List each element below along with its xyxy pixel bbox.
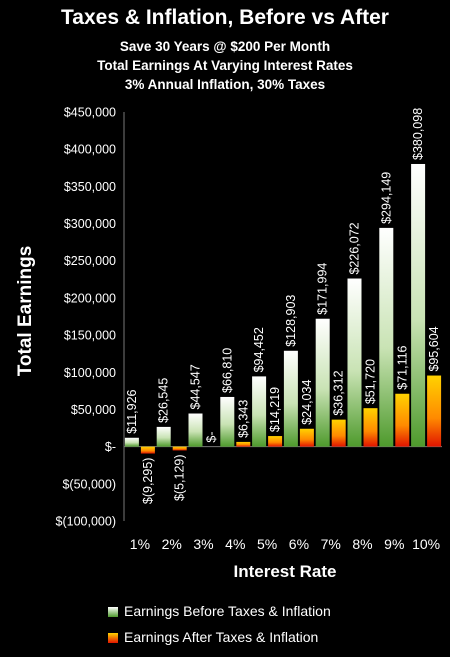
- data-label: $226,072: [348, 222, 362, 274]
- data-label: $94,452: [252, 327, 266, 372]
- data-label: $128,903: [284, 295, 298, 347]
- x-tick-label: 9%: [384, 536, 404, 552]
- y-tick-label: $100,000: [64, 366, 116, 380]
- legend-label-after: Earnings After Taxes & Inflation: [124, 629, 319, 645]
- y-tick-label: $(100,000): [56, 515, 116, 529]
- bar-after: [331, 419, 346, 447]
- bar-before: [283, 350, 298, 447]
- data-label: $11,926: [125, 389, 139, 433]
- x-tick-label: 1%: [130, 536, 150, 552]
- x-tick-label: 2%: [162, 536, 182, 552]
- bar-before: [252, 376, 267, 447]
- chart-subtitle-3: 3% Annual Inflation, 30% Taxes: [124, 77, 326, 92]
- x-tick-label: 5%: [257, 536, 277, 552]
- data-label: $66,810: [220, 348, 234, 393]
- chart-subtitle-2: Total Earnings At Varying Interest Rates: [97, 58, 353, 73]
- data-label: $(5,129): [173, 454, 187, 501]
- data-label: $294,149: [379, 172, 393, 224]
- bar-before: [315, 318, 330, 447]
- bar-before: [124, 437, 139, 447]
- y-tick-label: $300,000: [64, 217, 116, 231]
- data-label: $(9,295): [141, 458, 155, 505]
- bar-before: [379, 227, 394, 447]
- y-tick-label: $-: [105, 440, 116, 454]
- legend-item-after: Earnings After Taxes & Inflation: [108, 629, 318, 645]
- chart-bars: [124, 163, 442, 454]
- data-label: $-: [205, 432, 219, 443]
- x-axis-label: Interest Rate: [233, 562, 337, 581]
- bar-before: [220, 396, 235, 447]
- legend-swatch-after: [108, 633, 118, 643]
- data-label: $24,034: [300, 380, 314, 425]
- bar-before: [188, 413, 203, 447]
- bar-before: [156, 426, 171, 447]
- bar-after: [140, 446, 155, 454]
- y-tick-label: $350,000: [64, 180, 116, 194]
- y-tick-label: $50,000: [71, 403, 116, 417]
- bar-before: [411, 163, 426, 447]
- bar-after: [172, 446, 187, 451]
- bar-before: [347, 278, 362, 447]
- bar-after: [395, 393, 410, 447]
- bar-after: [299, 428, 314, 447]
- data-label: $14,219: [268, 387, 282, 432]
- bar-after: [236, 441, 251, 447]
- x-tick-label: 10%: [412, 536, 440, 552]
- bar-after: [363, 408, 378, 447]
- legend-item-before: Earnings Before Taxes & Inflation: [108, 603, 331, 619]
- y-tick-label: $400,000: [64, 143, 116, 157]
- data-label: $95,604: [427, 326, 441, 371]
- x-tick-label: 8%: [352, 536, 372, 552]
- x-tick-label: 6%: [289, 536, 309, 552]
- data-label: $6,343: [236, 400, 250, 438]
- data-label: $71,116: [395, 345, 409, 389]
- data-label: $36,312: [332, 370, 346, 415]
- chart-subtitle-1: Save 30 Years @ $200 Per Month: [119, 39, 331, 54]
- data-label: $171,994: [316, 263, 330, 315]
- y-tick-label: $200,000: [64, 291, 116, 305]
- x-tick-label: 4%: [225, 536, 245, 552]
- data-label: $26,545: [157, 378, 171, 423]
- y-tick-label: $(50,000): [62, 477, 116, 491]
- data-label: $380,098: [411, 108, 425, 160]
- bar-after: [427, 375, 442, 447]
- y-axis-label: Total Earnings: [15, 245, 36, 377]
- y-tick-label: $450,000: [64, 106, 116, 120]
- x-tick-label: 3%: [193, 536, 213, 552]
- legend-swatch-before: [108, 607, 118, 617]
- bar-after: [268, 436, 283, 447]
- x-tick-label: 7%: [321, 536, 341, 552]
- y-tick-label: $150,000: [64, 329, 116, 343]
- data-label: $51,720: [364, 359, 378, 404]
- chart-axes: $450,000 $400,000 $350,000 $300,000 $250,000…: [56, 106, 442, 552]
- chart-title: Taxes & Inflation, Before vs After: [61, 6, 389, 29]
- data-label: $44,547: [189, 364, 203, 409]
- chart-data-labels: $11,926 $26,545 $44,547 $66,810 $94,452 $128,…: [125, 108, 441, 504]
- y-tick-label: $250,000: [64, 254, 116, 268]
- legend-label-before: Earnings Before Taxes & Inflation: [124, 603, 331, 619]
